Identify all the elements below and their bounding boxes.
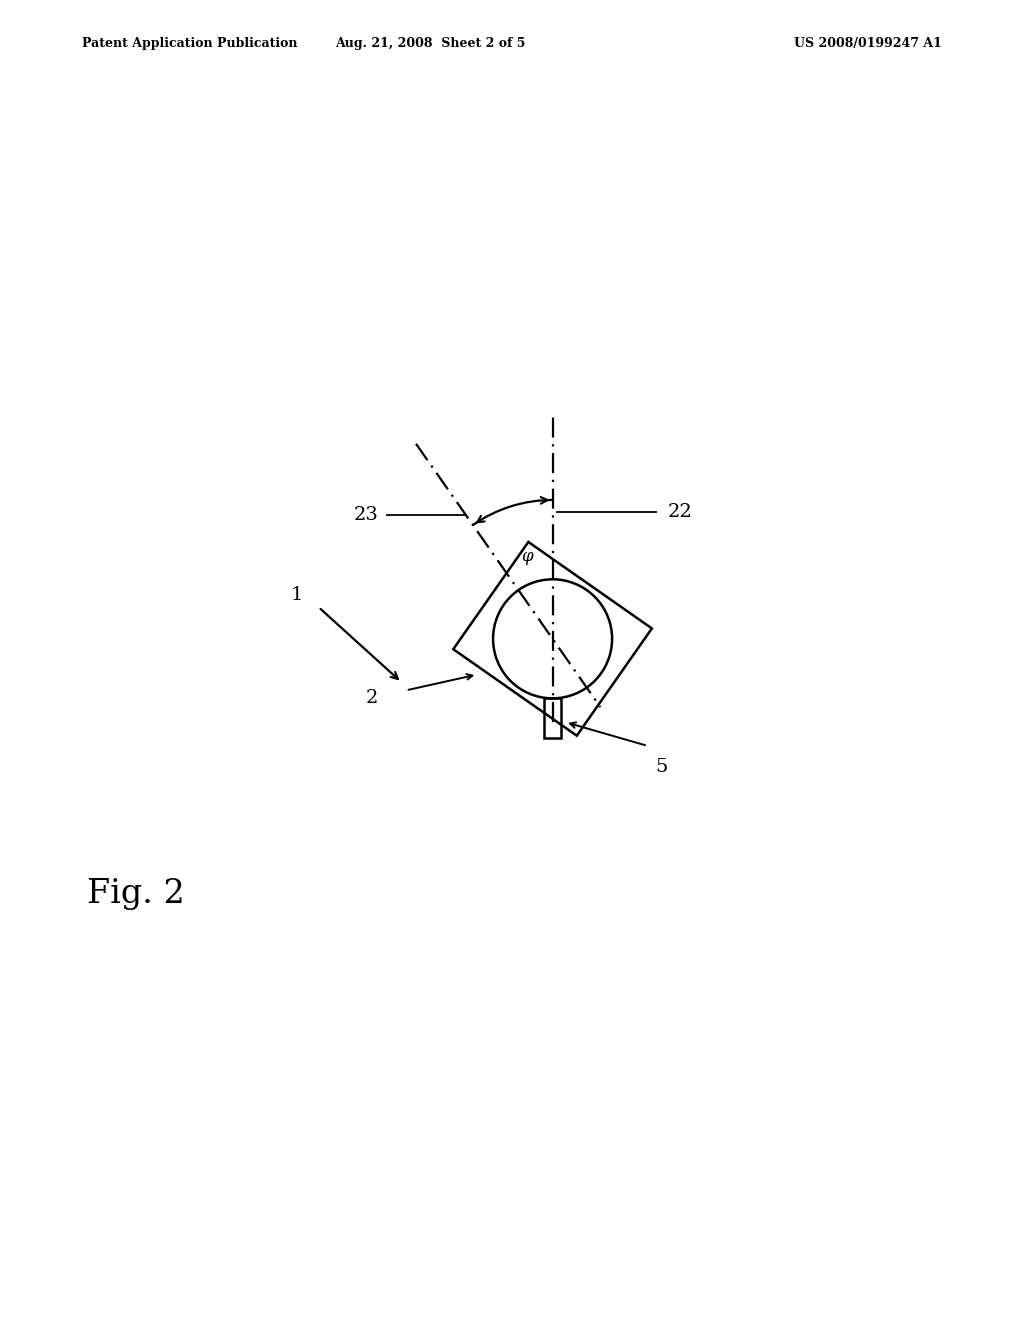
Text: 5: 5	[655, 758, 668, 776]
Text: 23: 23	[354, 507, 379, 524]
Text: Patent Application Publication: Patent Application Publication	[82, 37, 297, 50]
Text: 1: 1	[290, 586, 303, 605]
Text: Fig. 2: Fig. 2	[87, 878, 184, 909]
Text: US 2008/0199247 A1: US 2008/0199247 A1	[795, 37, 942, 50]
Text: 2: 2	[366, 689, 378, 708]
Text: 22: 22	[668, 503, 692, 521]
Text: φ: φ	[521, 548, 532, 565]
Text: Aug. 21, 2008  Sheet 2 of 5: Aug. 21, 2008 Sheet 2 of 5	[335, 37, 525, 50]
